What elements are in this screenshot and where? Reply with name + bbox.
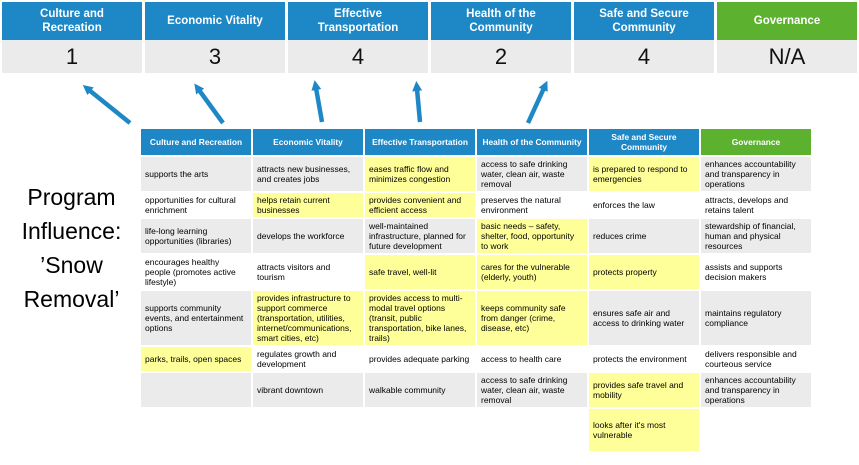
influence-arrow-2 bbox=[194, 83, 225, 125]
matrix-cell: provides infrastructure to support comme… bbox=[253, 291, 363, 346]
matrix-cell bbox=[477, 409, 587, 452]
matrix-cell: access to safe drinking water, clean air… bbox=[477, 157, 587, 192]
matrix-cell: supports community events, and entertain… bbox=[141, 291, 251, 346]
program-title: Program Influence: ’Snow Removal’ bbox=[0, 180, 143, 316]
influence-arrow-4 bbox=[412, 81, 423, 123]
matrix-cell: attracts, develops and retains talent bbox=[701, 193, 811, 218]
matrix-row: supports community events, and entertain… bbox=[141, 291, 811, 346]
matrix-cell: access to health care bbox=[477, 347, 587, 372]
scoreboard-score: 1 bbox=[2, 40, 142, 73]
matrix-header-cell: Culture and Recreation bbox=[141, 129, 251, 155]
matrix-cell: regulates growth and development bbox=[253, 347, 363, 372]
influence-matrix: Culture and Recreation Economic Vitality E… bbox=[139, 127, 813, 453]
matrix-cell: maintains regulatory compliance bbox=[701, 291, 811, 346]
matrix-head: Culture and Recreation Economic Vitality E… bbox=[141, 129, 811, 155]
matrix-cell bbox=[365, 409, 475, 452]
matrix-row: opportunities for cultural enrichment hel… bbox=[141, 193, 811, 218]
matrix-cell bbox=[141, 409, 251, 452]
matrix-cell: access to safe drinking water, clean air… bbox=[477, 373, 587, 408]
matrix-header-cell: Health of the Community bbox=[477, 129, 587, 155]
program-title-line: Removal’ bbox=[23, 286, 120, 312]
scoreboard-score: 3 bbox=[145, 40, 285, 73]
matrix-row: encourages healthy people (promotes acti… bbox=[141, 255, 811, 290]
matrix-cell bbox=[701, 409, 811, 452]
matrix-cell: life-long learning opportunities (librar… bbox=[141, 219, 251, 254]
influence-arrow-5 bbox=[525, 80, 548, 124]
matrix-row: looks after it's most vulnerable bbox=[141, 409, 811, 452]
influence-arrow-3 bbox=[311, 80, 325, 123]
scoreboard-column-6: Governance N/A bbox=[717, 2, 857, 73]
matrix-cell: provides safe travel and mobility bbox=[589, 373, 699, 408]
matrix-cell: cares for the vulnerable (elderly, youth… bbox=[477, 255, 587, 290]
scoreboard-header: Safe and Secure Community bbox=[574, 2, 714, 40]
matrix-cell: basic needs – safety, shelter, food, opp… bbox=[477, 219, 587, 254]
matrix-cell: ensures safe air and access to drinking … bbox=[589, 291, 699, 346]
matrix-cell: preserves the natural environment bbox=[477, 193, 587, 218]
matrix-row: life-long learning opportunities (librar… bbox=[141, 219, 811, 254]
matrix-header-cell: Effective Transportation bbox=[365, 129, 475, 155]
scoreboard-column-3: Effective Transportation 4 bbox=[288, 2, 428, 73]
matrix-cell: attracts new businesses, and creates job… bbox=[253, 157, 363, 192]
matrix-cell: vibrant downtown bbox=[253, 373, 363, 408]
matrix-row: vibrant downtown walkable community access… bbox=[141, 373, 811, 408]
matrix-cell: provides convenient and efficient access bbox=[365, 193, 475, 218]
matrix-cell: helps retain current businesses bbox=[253, 193, 363, 218]
scoreboard-score: 4 bbox=[288, 40, 428, 73]
matrix-cell bbox=[253, 409, 363, 452]
scoreboard-header: Culture and Recreation bbox=[2, 2, 142, 40]
matrix-cell: provides adequate parking bbox=[365, 347, 475, 372]
matrix-row: parks, trails, open spaces regulates grow… bbox=[141, 347, 811, 372]
matrix-cell: enhances accountability and transparency… bbox=[701, 157, 811, 192]
matrix-cell: delivers responsible and courteous servi… bbox=[701, 347, 811, 372]
matrix-cell: supports the arts bbox=[141, 157, 251, 192]
influence-arrows bbox=[82, 80, 548, 125]
matrix-cell: encourages healthy people (promotes acti… bbox=[141, 255, 251, 290]
matrix-cell: safe travel, well-lit bbox=[365, 255, 475, 290]
matrix-cell: develops the workforce bbox=[253, 219, 363, 254]
program-title-line: Program bbox=[27, 184, 116, 210]
matrix-cell: looks after it's most vulnerable bbox=[589, 409, 699, 452]
scoreboard-column-4: Health of the Community 2 bbox=[431, 2, 571, 73]
matrix-cell: assists and supports decision makers bbox=[701, 255, 811, 290]
matrix-cell: walkable community bbox=[365, 373, 475, 408]
scoreboard-header: Health of the Community bbox=[431, 2, 571, 40]
matrix-cell: reduces crime bbox=[589, 219, 699, 254]
matrix-row: supports the arts attracts new businesses… bbox=[141, 157, 811, 192]
scoreboard-column-2: Economic Vitality 3 bbox=[145, 2, 285, 73]
matrix-cell: attracts visitors and tourism bbox=[253, 255, 363, 290]
scoreboard: Culture and Recreation 1 Economic Vitality… bbox=[2, 2, 857, 73]
matrix-cell: provides access to multi-modal travel op… bbox=[365, 291, 475, 346]
scoreboard-score: N/A bbox=[717, 40, 857, 73]
matrix-cell: protects property bbox=[589, 255, 699, 290]
influence-arrow-1 bbox=[82, 84, 132, 125]
scoreboard-header: Effective Transportation bbox=[288, 2, 428, 40]
matrix-cell: opportunities for cultural enrichment bbox=[141, 193, 251, 218]
scoreboard-score: 2 bbox=[431, 40, 571, 73]
matrix-cell: keeps community safe from danger (crime,… bbox=[477, 291, 587, 346]
matrix-body: supports the arts attracts new businesses… bbox=[141, 157, 811, 452]
matrix-cell: enforces the law bbox=[589, 193, 699, 218]
matrix-cell: stewardship of financial, human and phys… bbox=[701, 219, 811, 254]
matrix-table: Culture and Recreation Economic Vitality E… bbox=[139, 127, 813, 453]
matrix-cell: eases traffic flow and minimizes congest… bbox=[365, 157, 475, 192]
program-title-line: Influence: bbox=[21, 218, 122, 244]
matrix-header-cell: Safe and Secure Community bbox=[589, 129, 699, 155]
matrix-header-cell: Economic Vitality bbox=[253, 129, 363, 155]
matrix-cell: protects the environment bbox=[589, 347, 699, 372]
scoreboard-header: Governance bbox=[717, 2, 857, 40]
program-title-line: ’Snow bbox=[40, 252, 103, 278]
matrix-cell: enhances accountability and transparency… bbox=[701, 373, 811, 408]
scoreboard-score: 4 bbox=[574, 40, 714, 73]
matrix-cell bbox=[141, 373, 251, 408]
scoreboard-header: Economic Vitality bbox=[145, 2, 285, 40]
matrix-cell: is prepared to respond to emergencies bbox=[589, 157, 699, 192]
matrix-cell: parks, trails, open spaces bbox=[141, 347, 251, 372]
scoreboard-column-5: Safe and Secure Community 4 bbox=[574, 2, 714, 73]
matrix-cell: well-maintained infrastructure, planned … bbox=[365, 219, 475, 254]
scoreboard-column-1: Culture and Recreation 1 bbox=[2, 2, 142, 73]
matrix-header-cell: Governance bbox=[701, 129, 811, 155]
